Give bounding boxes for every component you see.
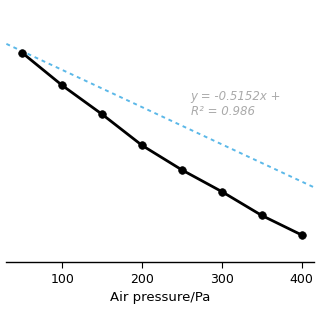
X-axis label: Air pressure/Pa: Air pressure/Pa — [110, 292, 210, 304]
Text: y = -0.5152x +
R² = 0.986: y = -0.5152x + R² = 0.986 — [191, 91, 281, 118]
